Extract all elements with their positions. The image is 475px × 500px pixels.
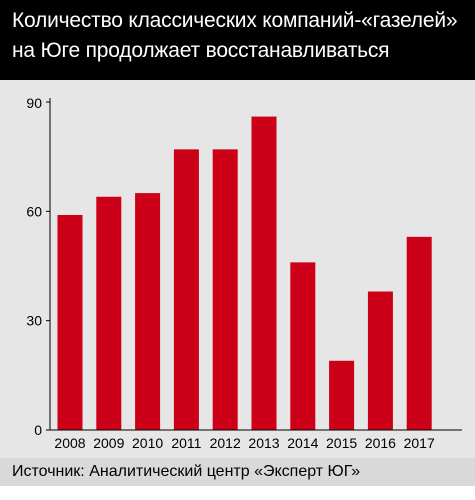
y-tick-label-30: 30 [26,313,42,329]
chart-title-line-2: на Юге продолжает восстанавливаться [12,39,390,62]
bar-2016 [367,291,393,430]
x-tick-label-2009: 2009 [93,435,124,451]
x-tick-label-2008: 2008 [54,435,85,451]
chart-title-line-1: Количество классических компаний-«газеле… [12,9,458,32]
x-tick-label-2011: 2011 [171,435,201,451]
bottom-strip [0,486,475,500]
bar-2011 [173,149,199,430]
bar-2008 [57,214,83,430]
bar-2017 [406,236,432,430]
bar-2015 [329,360,355,430]
x-tick-label-2015: 2015 [326,435,357,451]
chart-title: Количество классических компаний-«газеле… [0,0,475,80]
source-note: Источник: Аналитический центр «Эксперт Ю… [0,458,475,486]
bar-2012 [212,149,238,430]
bar-chart: 0 30 60 90 2008 2009 2010 2011 2012 2013 2014 2015 2… [26,95,462,451]
x-tick-label-2016: 2016 [365,435,396,451]
bar-2010 [135,193,161,430]
y-tick-label-0: 0 [34,422,42,438]
x-tick-label-2010: 2010 [132,435,163,451]
x-tick-label-2017: 2017 [404,435,435,451]
x-tick-label-2014: 2014 [287,435,318,451]
y-tick-label-90: 90 [26,95,42,111]
y-tick-label-60: 60 [26,203,42,219]
x-tick-label-2013: 2013 [248,435,279,451]
bar-2009 [96,196,122,430]
bar-2014 [290,262,316,430]
bar-2013 [251,116,277,431]
x-tick-label-2012: 2012 [210,435,241,451]
